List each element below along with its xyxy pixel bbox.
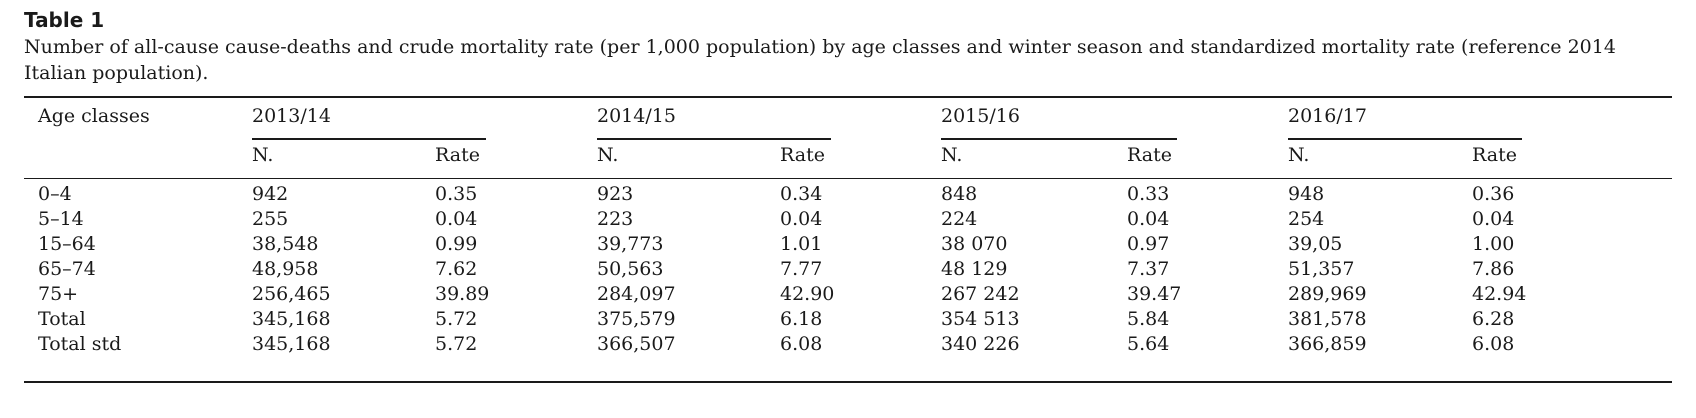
season-underline bbox=[597, 138, 831, 140]
column-header-n: N. bbox=[597, 144, 619, 166]
row-label: 75+ bbox=[38, 283, 79, 305]
table-bottom-rule bbox=[24, 381, 1672, 383]
rate-cell: 5.64 bbox=[1127, 333, 1170, 355]
count-cell: 50,563 bbox=[597, 258, 664, 280]
season-underline bbox=[1288, 138, 1522, 140]
rate-cell: 0.04 bbox=[1472, 208, 1515, 230]
row-label: 15–64 bbox=[38, 233, 96, 255]
season-underline bbox=[252, 138, 486, 140]
count-cell: 366,859 bbox=[1288, 333, 1367, 355]
rate-cell: 5.84 bbox=[1127, 308, 1170, 330]
rate-cell: 6.28 bbox=[1472, 308, 1515, 330]
count-cell: 39,05 bbox=[1288, 233, 1343, 255]
count-cell: 354 513 bbox=[941, 308, 1020, 330]
rate-cell: 7.62 bbox=[435, 258, 478, 280]
column-header-rate: Rate bbox=[435, 144, 480, 166]
count-cell: 39,773 bbox=[597, 233, 664, 255]
rate-cell: 42.94 bbox=[1472, 283, 1527, 305]
column-header-n: N. bbox=[941, 144, 963, 166]
row-label: Total std bbox=[38, 333, 122, 355]
table-top-rule bbox=[24, 96, 1672, 98]
row-label: Total bbox=[38, 308, 86, 330]
rate-cell: 5.72 bbox=[435, 308, 478, 330]
rate-cell: 0.33 bbox=[1127, 183, 1170, 205]
table-label: Table 1 bbox=[24, 8, 105, 32]
count-cell: 38 070 bbox=[941, 233, 1008, 255]
rate-cell: 1.01 bbox=[780, 233, 823, 255]
count-cell: 340 226 bbox=[941, 333, 1020, 355]
count-cell: 38,548 bbox=[252, 233, 319, 255]
count-cell: 255 bbox=[252, 208, 289, 230]
count-cell: 848 bbox=[941, 183, 978, 205]
count-cell: 51,357 bbox=[1288, 258, 1355, 280]
season-header: 2015/16 bbox=[941, 105, 1020, 127]
rate-cell: 6.08 bbox=[780, 333, 823, 355]
rate-cell: 0.04 bbox=[780, 208, 823, 230]
season-underline bbox=[941, 138, 1177, 140]
column-header-rate: Rate bbox=[1472, 144, 1517, 166]
rate-cell: 0.36 bbox=[1472, 183, 1515, 205]
stub-header: Age classes bbox=[38, 105, 150, 127]
count-cell: 345,168 bbox=[252, 308, 331, 330]
table-header-rule bbox=[24, 178, 1672, 179]
column-header-n: N. bbox=[1288, 144, 1310, 166]
count-cell: 267 242 bbox=[941, 283, 1020, 305]
rate-cell: 0.04 bbox=[435, 208, 478, 230]
rate-cell: 39.47 bbox=[1127, 283, 1182, 305]
column-header-rate: Rate bbox=[780, 144, 825, 166]
count-cell: 289,969 bbox=[1288, 283, 1367, 305]
rate-cell: 0.35 bbox=[435, 183, 478, 205]
count-cell: 923 bbox=[597, 183, 634, 205]
row-label: 0–4 bbox=[38, 183, 72, 205]
rate-cell: 0.34 bbox=[780, 183, 823, 205]
count-cell: 256,465 bbox=[252, 283, 331, 305]
rate-cell: 7.77 bbox=[780, 258, 823, 280]
count-cell: 381,578 bbox=[1288, 308, 1367, 330]
table-figure: Table 1 Number of all-cause cause-deaths… bbox=[24, 8, 1672, 383]
rate-cell: 0.99 bbox=[435, 233, 478, 255]
count-cell: 48 129 bbox=[941, 258, 1008, 280]
count-cell: 48,958 bbox=[252, 258, 319, 280]
count-cell: 366,507 bbox=[597, 333, 676, 355]
table-caption: Number of all-cause cause-deaths and cru… bbox=[24, 36, 1616, 84]
count-cell: 284,097 bbox=[597, 283, 676, 305]
row-label: 5–14 bbox=[38, 208, 84, 230]
rate-cell: 42.90 bbox=[780, 283, 835, 305]
season-header: 2014/15 bbox=[597, 105, 676, 127]
rate-cell: 6.18 bbox=[780, 308, 823, 330]
row-label: 65–74 bbox=[38, 258, 96, 280]
count-cell: 942 bbox=[252, 183, 289, 205]
rate-cell: 5.72 bbox=[435, 333, 478, 355]
rate-cell: 6.08 bbox=[1472, 333, 1515, 355]
count-cell: 254 bbox=[1288, 208, 1325, 230]
rate-cell: 7.86 bbox=[1472, 258, 1515, 280]
season-header: 2013/14 bbox=[252, 105, 331, 127]
rate-cell: 1.00 bbox=[1472, 233, 1515, 255]
count-cell: 223 bbox=[597, 208, 634, 230]
rate-cell: 0.97 bbox=[1127, 233, 1170, 255]
rate-cell: 39.89 bbox=[435, 283, 490, 305]
rate-cell: 0.04 bbox=[1127, 208, 1170, 230]
count-cell: 345,168 bbox=[252, 333, 331, 355]
column-header-n: N. bbox=[252, 144, 274, 166]
count-cell: 375,579 bbox=[597, 308, 676, 330]
count-cell: 224 bbox=[941, 208, 978, 230]
rate-cell: 7.37 bbox=[1127, 258, 1170, 280]
column-header-rate: Rate bbox=[1127, 144, 1172, 166]
season-header: 2016/17 bbox=[1288, 105, 1367, 127]
count-cell: 948 bbox=[1288, 183, 1325, 205]
